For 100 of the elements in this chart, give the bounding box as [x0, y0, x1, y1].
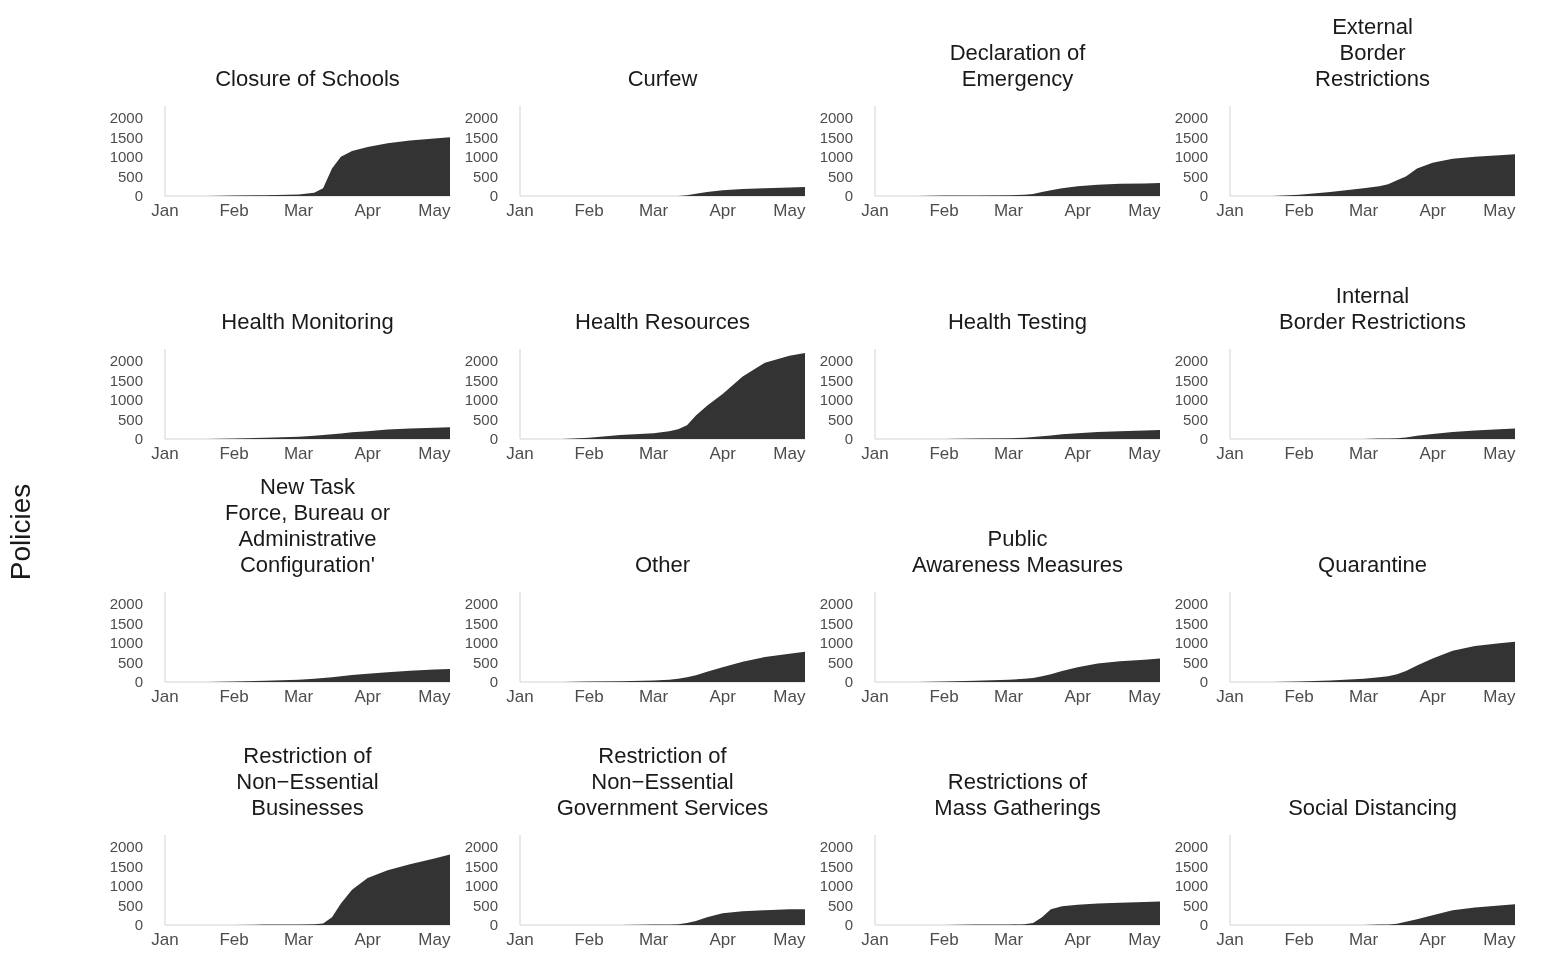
x-tick-label: Apr: [709, 930, 737, 949]
chart-title: Social Distancing: [1288, 795, 1457, 820]
y-tick-label: 2000: [1174, 594, 1208, 612]
x-tick-label: Feb: [929, 201, 959, 220]
y-tick-label: 0: [1199, 916, 1208, 934]
y-tick-label: 500: [827, 653, 853, 671]
y-tick-label: 1500: [1174, 128, 1208, 146]
y-tick-label: 500: [1182, 167, 1208, 185]
chart-title: Declaration of Emergency: [949, 40, 1087, 91]
chart-title: Internal Border Restrictions: [1278, 283, 1467, 334]
y-tick-label: 1000: [109, 391, 143, 409]
chart-title: Closure of Schools: [215, 66, 400, 91]
y-tick-label: 0: [489, 187, 498, 205]
x-tick-label: Jan: [1216, 930, 1244, 949]
y-tick-label: 1500: [819, 614, 853, 632]
y-tick-label: 500: [117, 410, 143, 428]
y-tick-label: 1000: [109, 634, 143, 652]
y-tick-label: 500: [472, 410, 498, 428]
x-tick-label: Mar: [283, 930, 314, 949]
x-tick-label: Feb: [1284, 201, 1314, 220]
y-tick-label: 1000: [819, 877, 853, 895]
y-tick-label: 2000: [464, 108, 498, 126]
x-tick-label: Jan: [506, 687, 534, 706]
x-tick-label: Apr: [1064, 201, 1092, 220]
y-tick-label: 1000: [109, 148, 143, 166]
x-tick-label: Feb: [574, 687, 604, 706]
y-tick-label: 0: [1199, 673, 1208, 691]
y-tick-label: 0: [1199, 430, 1208, 448]
x-tick-label: Apr: [1419, 201, 1447, 220]
x-tick-label: Apr: [354, 201, 382, 220]
x-tick-label: Apr: [1064, 687, 1092, 706]
x-tick-label: Feb: [574, 930, 604, 949]
x-tick-label: Jan: [861, 444, 889, 463]
x-tick-label: Feb: [929, 444, 959, 463]
chart-title: Curfew: [627, 66, 698, 91]
y-tick-label: 0: [489, 673, 498, 691]
y-tick-label: 2000: [1174, 837, 1208, 855]
x-tick-label: Feb: [1284, 930, 1314, 949]
y-tick-label: 0: [844, 673, 853, 691]
x-tick-label: Apr: [709, 687, 737, 706]
y-tick-label: 0: [844, 916, 853, 934]
x-tick-label: May: [773, 201, 806, 220]
x-tick-label: May: [418, 930, 451, 949]
y-tick-label: 0: [844, 187, 853, 205]
y-tick-label: 1500: [464, 857, 498, 875]
x-tick-label: Mar: [1348, 687, 1379, 706]
x-tick-label: Feb: [574, 444, 604, 463]
x-tick-label: Apr: [709, 201, 737, 220]
y-tick-label: 2000: [819, 351, 853, 369]
y-tick-label: 1500: [464, 128, 498, 146]
x-tick-label: Feb: [1284, 444, 1314, 463]
chart-title: Public Awareness Measures: [911, 526, 1124, 577]
y-tick-label: 2000: [1174, 108, 1208, 126]
y-tick-label: 0: [134, 430, 143, 448]
x-tick-label: Apr: [1419, 930, 1447, 949]
y-tick-label: 0: [134, 916, 143, 934]
x-tick-label: Feb: [219, 201, 249, 220]
y-tick-label: 2000: [109, 837, 143, 855]
x-tick-label: Apr: [1064, 444, 1092, 463]
chart-title: Health Testing: [947, 309, 1088, 334]
x-tick-label: Mar: [1348, 930, 1379, 949]
y-tick-label: 500: [472, 896, 498, 914]
y-tick-label: 1500: [109, 371, 143, 389]
x-tick-label: May: [1483, 201, 1516, 220]
chart-title: Restrictions of Mass Gatherings: [934, 769, 1101, 820]
x-tick-label: Feb: [929, 687, 959, 706]
y-tick-label: 1000: [1174, 391, 1208, 409]
x-tick-label: Mar: [993, 687, 1024, 706]
x-tick-label: May: [1483, 930, 1516, 949]
x-tick-label: Jan: [151, 201, 179, 220]
y-tick-label: 1000: [464, 391, 498, 409]
chart-title: Quarantine: [1318, 552, 1427, 577]
chart-title: Restriction of Non−Essential Businesses: [236, 743, 379, 820]
y-tick-label: 500: [472, 653, 498, 671]
x-tick-label: Feb: [929, 930, 959, 949]
x-tick-label: Mar: [1348, 444, 1379, 463]
x-tick-label: Feb: [1284, 687, 1314, 706]
y-tick-label: 1000: [464, 877, 498, 895]
y-tick-label: 1000: [464, 148, 498, 166]
y-tick-label: 1000: [819, 391, 853, 409]
x-tick-label: Mar: [283, 201, 314, 220]
x-tick-label: Mar: [638, 201, 669, 220]
y-tick-label: 2000: [819, 594, 853, 612]
y-tick-label: 1000: [819, 148, 853, 166]
y-tick-label: 2000: [464, 837, 498, 855]
x-tick-label: Jan: [1216, 687, 1244, 706]
y-tick-label: 1500: [109, 857, 143, 875]
y-tick-label: 1500: [819, 128, 853, 146]
x-tick-label: Mar: [283, 444, 314, 463]
y-tick-label: 2000: [819, 108, 853, 126]
x-tick-label: May: [773, 930, 806, 949]
y-tick-label: 1500: [1174, 614, 1208, 632]
y-tick-label: 0: [134, 673, 143, 691]
x-tick-label: Jan: [861, 687, 889, 706]
x-tick-label: Jan: [151, 930, 179, 949]
y-tick-label: 500: [117, 167, 143, 185]
y-tick-label: 500: [117, 653, 143, 671]
y-axis-title: Policies: [5, 483, 36, 581]
x-tick-label: May: [418, 444, 451, 463]
x-tick-label: Jan: [861, 201, 889, 220]
